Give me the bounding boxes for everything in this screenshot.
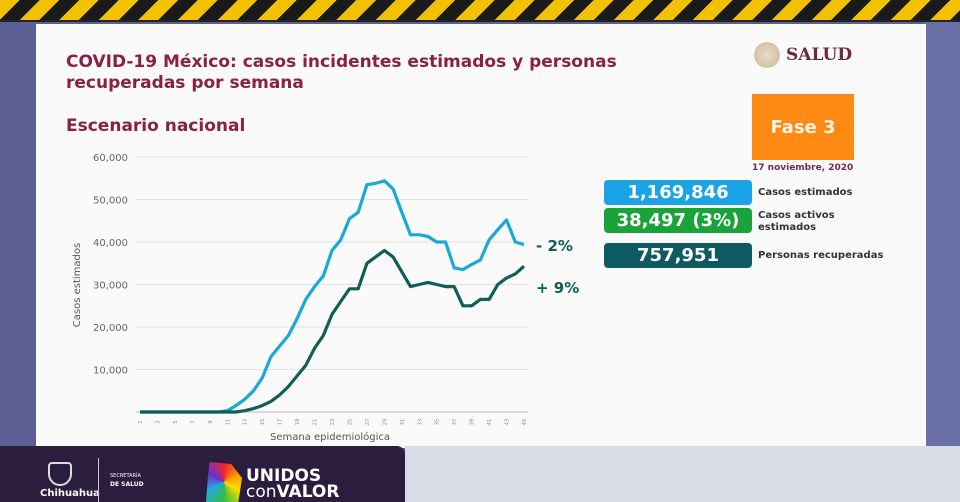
x-tick-label: 11 xyxy=(225,419,231,425)
stat-estimated-value: 1,169,846 xyxy=(604,180,752,205)
y-tick-label: 60,000 xyxy=(93,153,128,164)
state-name: Chihuahua xyxy=(40,488,100,499)
y-tick-label: 20,000 xyxy=(93,323,128,334)
casos-change-label: - 2% xyxy=(536,237,573,255)
x-tick-label: 33 xyxy=(417,419,423,425)
x-tick-label: 43 xyxy=(505,419,511,425)
series-line-casos xyxy=(140,179,525,414)
side-frame xyxy=(924,22,960,502)
stat-active-value: 38,497 (3%) xyxy=(604,208,752,233)
x-tick-label: 37 xyxy=(452,419,458,425)
x-tick-label: 13 xyxy=(243,419,249,425)
y-tick-label: 40,000 xyxy=(93,238,128,249)
x-tick-label: 25 xyxy=(347,419,353,425)
stat-recovered-value: 757,951 xyxy=(604,243,752,268)
x-tick-label: 29 xyxy=(382,419,388,425)
y-tick-label: 50,000 xyxy=(93,196,128,207)
slogan-line1: UNIDOS xyxy=(246,466,322,486)
stat-recovered-label: Personas recuperadas xyxy=(758,250,884,261)
x-tick-label: 41 xyxy=(487,419,493,425)
slogan-valor: VALOR xyxy=(276,482,340,502)
slide: COVID-19 México: casos incidentes estima… xyxy=(36,24,926,448)
phase-badge: Fase 3 xyxy=(752,94,854,160)
dept-line1: SECRETARÍA xyxy=(110,473,141,479)
x-tick-label: 17 xyxy=(278,419,284,425)
stat-estimated-label: Casos estimados xyxy=(758,187,853,198)
footer-banner: Chihuahua SECRETARÍA DE SALUD UNIDOS con… xyxy=(0,446,405,502)
y-axis-label: Casos estimados xyxy=(72,243,83,327)
x-tick-label: 23 xyxy=(330,419,336,425)
divider xyxy=(98,458,99,502)
x-tick-label: 45 xyxy=(522,419,528,425)
x-tick-label: 31 xyxy=(400,419,406,425)
dept-line2: DE SALUD xyxy=(110,481,144,488)
y-tick-label: 30,000 xyxy=(93,281,128,292)
x-tick-label: 9 xyxy=(208,420,214,423)
x-tick-label: 15 xyxy=(260,419,266,425)
recuperadas-change-label: + 9% xyxy=(536,279,580,297)
chihuahua-shield-icon xyxy=(48,462,72,486)
x-tick-label: 1 xyxy=(138,420,144,423)
stat-active-label: Casos activos estimados xyxy=(758,210,835,233)
x-tick-label: 7 xyxy=(190,420,196,423)
slogan-con: con xyxy=(246,482,277,502)
report-date: 17 noviembre, 2020 xyxy=(752,163,854,173)
seal-icon xyxy=(754,42,780,68)
chart-subtitle: Escenario nacional xyxy=(66,116,246,136)
unidos-map-icon xyxy=(206,462,242,502)
x-tick-label: 35 xyxy=(435,419,441,425)
background-panel xyxy=(405,446,960,502)
salud-logo: SALUD xyxy=(754,42,852,68)
x-tick-label: 3 xyxy=(155,420,161,423)
page-title: COVID-19 México: casos incidentes estima… xyxy=(66,52,617,93)
x-tick-label: 39 xyxy=(470,419,476,425)
x-tick-label: 5 xyxy=(173,420,179,423)
series-line-recuperadas xyxy=(140,248,526,414)
y-tick-label: 10,000 xyxy=(93,366,128,377)
x-axis-label: Semana epidemiológica xyxy=(270,431,390,443)
hazard-stripe-band xyxy=(0,0,960,22)
x-tick-label: 27 xyxy=(365,419,371,425)
x-tick-label: 19 xyxy=(295,419,301,425)
x-tick-label: 21 xyxy=(313,419,319,425)
